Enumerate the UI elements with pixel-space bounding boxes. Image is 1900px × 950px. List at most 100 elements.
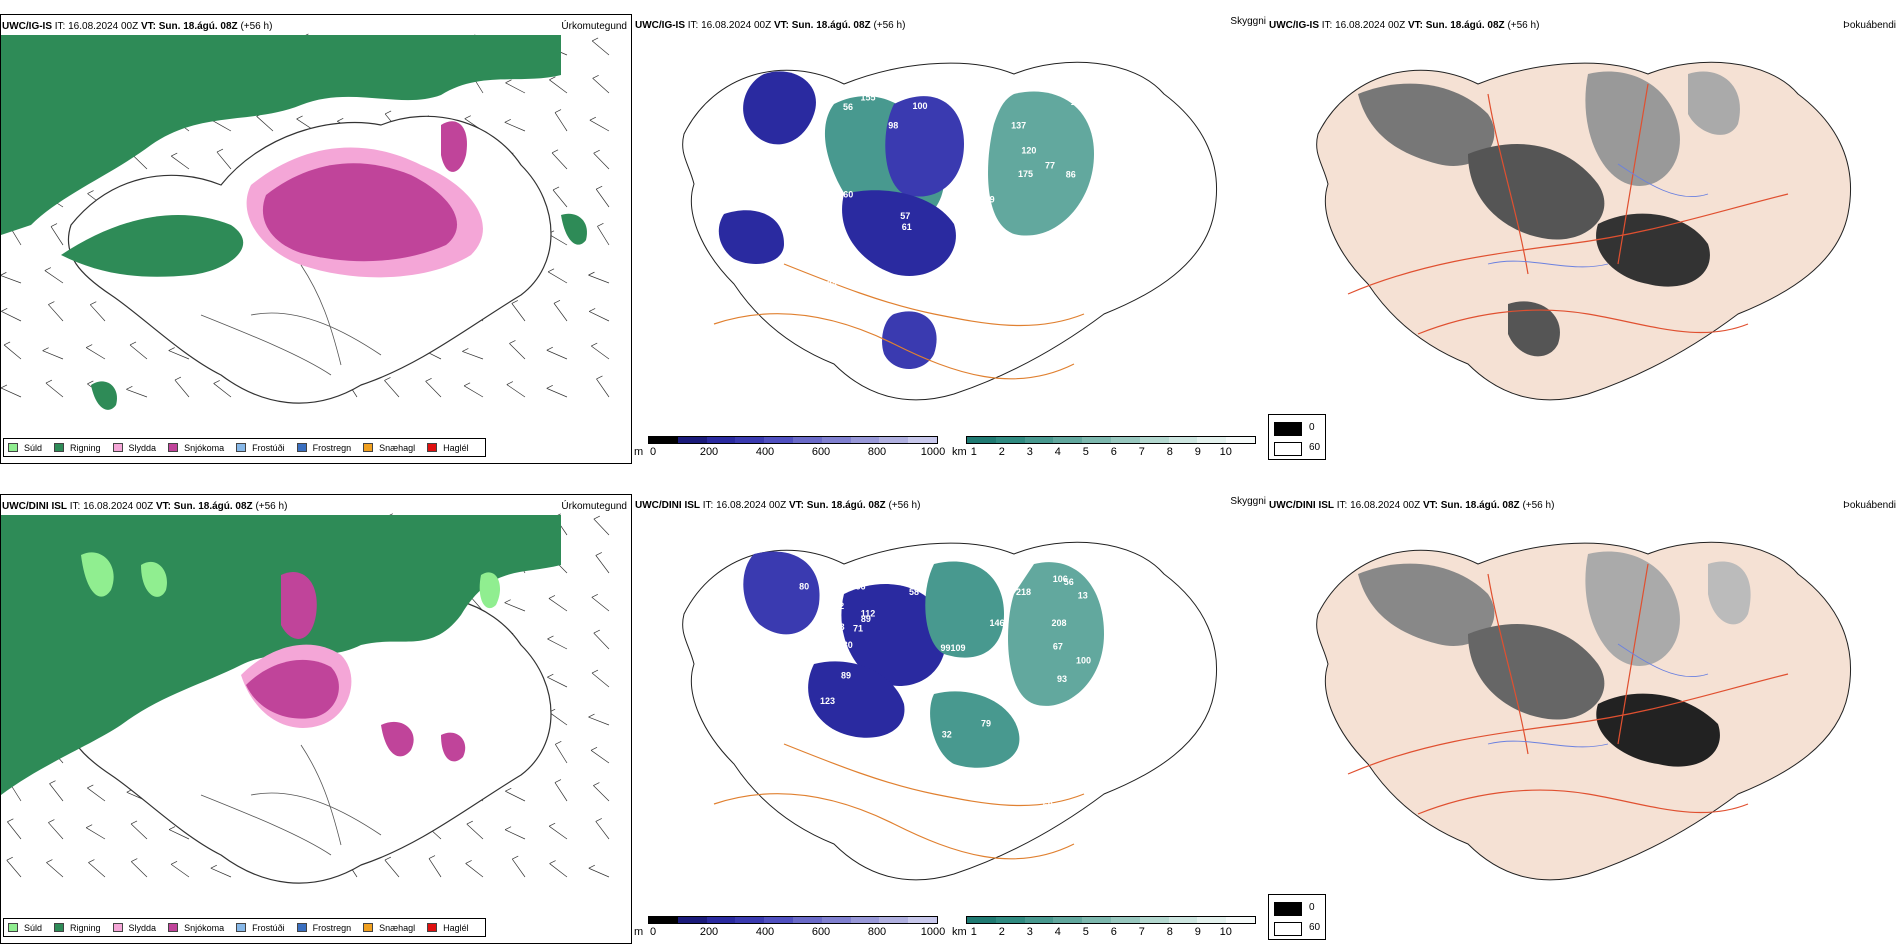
legend-label: Haglél	[443, 442, 469, 453]
height-tick: 800	[867, 926, 887, 938]
fog-legend-label: 60	[1309, 922, 1321, 933]
height-tick: 600	[811, 446, 831, 458]
visibility-value-label: 88	[802, 158, 812, 168]
legend-item: Rigning	[54, 443, 101, 453]
km-tick: 3	[1026, 446, 1033, 458]
km-tick: 10	[1219, 926, 1232, 938]
visibility-value-label: 100	[913, 101, 928, 111]
visibility-value-label: 140	[997, 256, 1012, 266]
legend-item: Snjókoma	[168, 443, 224, 453]
visibility-value-label: 80	[799, 582, 809, 592]
height-tick: 1000	[920, 446, 946, 458]
visibility-value-label: 69	[1043, 800, 1053, 810]
km-tick: 8	[1166, 446, 1173, 458]
visibility-value-label: 87	[988, 773, 998, 783]
visibility-value-label: 233	[958, 190, 973, 200]
fog-panel-bottom: UWC/DINI ISL IT: 16.08.2024 00Z VT: Sun.…	[1268, 494, 1900, 944]
visibility-value-label: 106	[1053, 574, 1068, 584]
legend-label: Slydda	[128, 922, 157, 933]
legend-swatch	[427, 443, 438, 452]
height-tick: 600	[811, 926, 831, 938]
visibility-value-label: 96	[1105, 206, 1115, 216]
visibility-value-label: 65	[984, 302, 994, 312]
legend-item: Snæhagl	[363, 923, 415, 933]
visibility-value-label: 146	[990, 618, 1005, 628]
precip-panel-top: UWC/IG-IS IT: 16.08.2024 00Z VT: Sun. 18…	[0, 14, 632, 464]
visibility-value-label: 52	[834, 601, 844, 611]
visibility-panel-top: 65 56 89 88 77 156 96 60 61 84 65 73 57 81 175 318 130 14…	[634, 14, 1266, 464]
visibility-value-label: 125	[845, 298, 860, 308]
legend-item: Snjókoma	[168, 923, 224, 933]
visibility-value-label: 100	[1076, 655, 1091, 665]
visibility-value-label: 78	[755, 154, 765, 164]
visibility-value-label: 98	[888, 120, 898, 130]
legend-item: Haglél	[427, 923, 469, 933]
visibility-value-label: 86	[1066, 169, 1076, 179]
height-tick: 1000	[920, 926, 946, 938]
panel-title: UWC/IG-IS IT: 16.08.2024 00Z VT: Sun. 18…	[1269, 20, 1540, 31]
legend-item: Súld	[8, 923, 42, 933]
visibility-value-label: 155	[861, 93, 876, 103]
visibility-value-label: 67	[1053, 641, 1063, 651]
fog-legend-label: 0	[1309, 902, 1315, 913]
legend-swatch	[236, 923, 247, 932]
visibility-value-label: 80	[742, 802, 752, 812]
visibility-value-label: 96	[1065, 740, 1075, 750]
visibility-value-label: 108	[867, 797, 882, 807]
height-tick: 400	[755, 446, 775, 458]
panel-tag: Úrkomutegund	[561, 501, 627, 512]
visibility-value-label: 218	[1016, 587, 1031, 597]
height-tick: 800	[867, 446, 887, 458]
legend-item: Súld	[8, 443, 42, 453]
visibility-value-label: 266	[867, 283, 882, 293]
legend-swatch	[54, 443, 65, 452]
visibility-value-label: 67	[881, 740, 891, 750]
visibility-value-label: 89	[841, 671, 851, 681]
km-tick: 2	[998, 446, 1005, 458]
visibility-value-label: 61	[902, 222, 912, 232]
legend-swatch	[296, 923, 307, 932]
legend-label: Snjókoma	[184, 922, 225, 933]
visibility-value-label: 96	[1060, 716, 1070, 726]
visibility-value-label: 93	[1057, 674, 1067, 684]
visibility-value-label: 65	[771, 271, 781, 281]
visibility-value-label: 356	[851, 582, 866, 592]
legend-item: Frostregn	[296, 443, 351, 453]
legend-label: Rigning	[70, 922, 101, 933]
fog-legend-swatch	[1274, 902, 1302, 916]
height-tick: 200	[699, 446, 719, 458]
visibility-value-label: 126	[827, 582, 842, 592]
fog-legend-swatch	[1274, 442, 1302, 456]
km-tick: 6	[1110, 926, 1117, 938]
km-tick: 4	[1054, 446, 1061, 458]
visibility-value-label: 119	[812, 171, 827, 181]
visibility-value-label: 629	[980, 194, 995, 204]
legend-swatch	[427, 923, 438, 932]
visibility-value-label: 68	[798, 760, 808, 770]
legend-label: Frostúði	[252, 442, 285, 453]
km-tick: 7	[1138, 926, 1145, 938]
visibility-value-label: 175	[1018, 169, 1033, 179]
visibility-value-label: 85	[1108, 575, 1118, 585]
visibility-value-label: 175	[927, 297, 942, 307]
visibility-value-label: 76	[965, 244, 975, 254]
legend-label: Snæhagl	[379, 442, 416, 453]
visibility-value-label: 73	[740, 155, 750, 165]
visibility-value-label: 71	[853, 624, 863, 634]
visibility-map-top: 65 56 89 88 77 156 96 60 61 84 65 73 57 81 175 318 130 14…	[682, 61, 1218, 401]
visibility-value-label: 123	[820, 696, 835, 706]
visibility-value-label: 56	[843, 102, 853, 112]
km-colorbar	[966, 916, 1256, 924]
km-tick: 4	[1054, 926, 1061, 938]
km-tick: 9	[1194, 926, 1201, 938]
fog-legend-label: 60	[1309, 442, 1321, 453]
panel-title: UWC/DINI ISL IT: 16.08.2024 00Z VT: Sun.…	[635, 500, 921, 511]
legend-label: Súld	[24, 442, 43, 453]
legend-item: Frostregn	[296, 923, 351, 933]
legend-item: Frostúði	[236, 923, 285, 933]
km-tick: 2	[998, 926, 1005, 938]
precip-panel-bottom: UWC/DINI ISL IT: 16.08.2024 00Z VT: Sun.…	[0, 494, 632, 944]
visibility-value-label: 56	[1064, 577, 1074, 587]
panel-tag: Þokuábendi	[1843, 20, 1896, 31]
visibility-value-label: 84	[827, 279, 837, 289]
